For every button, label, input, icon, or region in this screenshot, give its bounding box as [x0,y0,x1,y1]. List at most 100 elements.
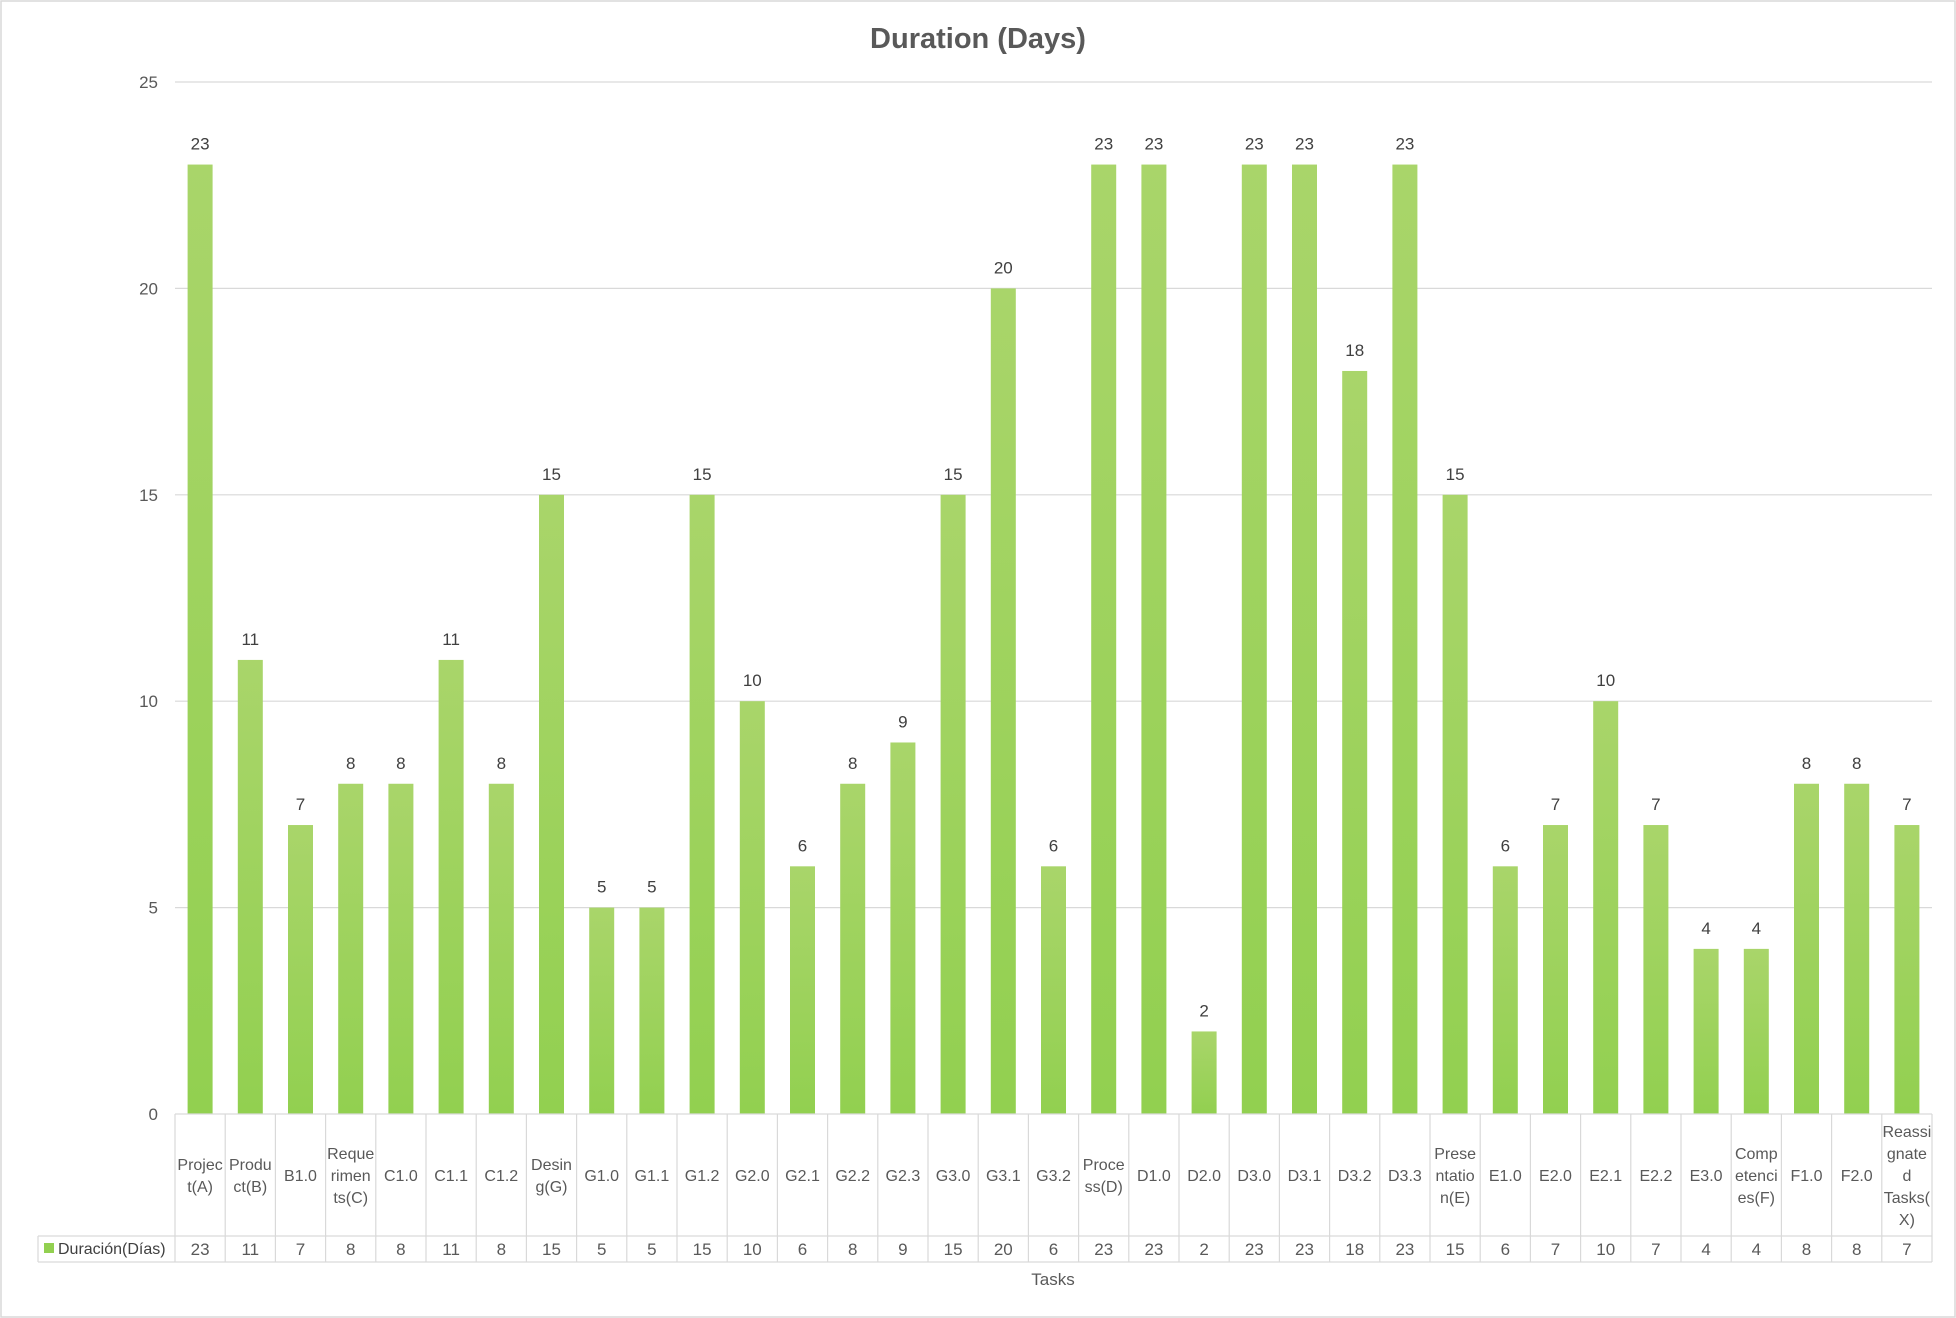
data-label: 10 [1596,671,1615,690]
category-label: D3.1 [1288,1168,1322,1185]
category-label: C1.1 [434,1168,468,1185]
y-tick-label: 0 [149,1105,158,1124]
y-tick-label: 5 [149,899,158,918]
table-value: 8 [848,1240,857,1259]
category-label: gnate [1887,1146,1927,1163]
table-value: 7 [1902,1240,1911,1259]
data-label: 8 [346,754,355,773]
bar [940,494,966,1114]
bar [1844,783,1870,1114]
bar [288,825,313,1114]
bar [1392,164,1418,1114]
table-value: 15 [542,1240,561,1259]
bar [338,783,364,1114]
bar [1191,1031,1217,1114]
y-tick-label: 15 [139,486,158,505]
table-value: 23 [1295,1240,1314,1259]
bar [990,288,1016,1114]
bar [1141,164,1167,1114]
data-label: 6 [798,836,807,855]
data-label: 2 [1199,1001,1208,1020]
bars [187,164,1920,1115]
bar [890,742,916,1114]
category-label: E2.2 [1639,1168,1672,1185]
table-value: 20 [994,1240,1013,1259]
data-labels: 23 11 7 8 8 11 8 15 5 5 15 10 6 8 9 15 20 6 23 23 2 23 23 18 23 1… [191,135,1912,1021]
table-value: 6 [798,1240,807,1259]
table-value: 10 [743,1240,762,1259]
data-label: 7 [1551,795,1560,814]
table-value: 7 [296,1240,305,1259]
legend-swatch [44,1243,54,1253]
bar [488,783,514,1114]
bar [689,494,715,1114]
legend-series-name: Duración(Días) [58,1241,166,1258]
bar [1693,948,1719,1114]
data-label: 10 [743,671,762,690]
bar [1894,825,1920,1114]
category-label: ct(B) [233,1179,267,1196]
bar [1593,701,1619,1114]
table-value: 8 [346,1240,355,1259]
data-label: 11 [442,630,460,649]
bar [1292,164,1317,1114]
data-label: 4 [1701,919,1710,938]
data-label: 23 [1395,135,1414,154]
table-value: 23 [1094,1240,1113,1259]
data-label: 15 [1446,465,1465,484]
bar [1543,825,1568,1114]
table-value: 9 [898,1240,907,1259]
table-value: 8 [1802,1240,1811,1259]
table-value: 2 [1199,1240,1208,1259]
category-label: es(F) [1738,1190,1775,1207]
y-axis-ticks: 0 5 10 15 20 25 [139,73,158,1124]
table-value: 11 [442,1240,460,1259]
table-value: 6 [1501,1240,1510,1259]
table-value: 11 [241,1240,259,1259]
data-label: 23 [1144,135,1163,154]
bar [187,164,213,1114]
bar [790,866,815,1114]
bar [1794,783,1819,1114]
category-label: t(A) [187,1179,213,1196]
category-label: D3.3 [1388,1168,1422,1185]
category-label: G3.0 [936,1168,971,1185]
data-label: 6 [1501,836,1510,855]
gridlines [175,81,1932,909]
category-label: Prese [1434,1146,1476,1163]
category-label: G2.2 [835,1168,870,1185]
x-axis-label: Tasks [1031,1270,1074,1289]
table-value: 15 [1446,1240,1465,1259]
bar [388,783,414,1114]
category-label: E2.0 [1539,1168,1572,1185]
table-value: 23 [1245,1240,1264,1259]
category-label: E2.1 [1589,1168,1622,1185]
table-value: 4 [1752,1240,1761,1259]
category-label: D1.0 [1137,1168,1171,1185]
category-label: Desin [531,1157,572,1174]
data-label: 4 [1752,919,1761,938]
category-label: G3.2 [1036,1168,1071,1185]
category-label: F2.0 [1841,1168,1873,1185]
category-label: B1.0 [284,1168,317,1185]
data-label: 9 [898,712,907,731]
category-label: D2.0 [1187,1168,1221,1185]
data-label: 18 [1345,341,1364,360]
bar [1492,866,1518,1114]
category-label: d [1902,1168,1911,1185]
category-label: D3.2 [1338,1168,1372,1185]
category-label: G1.0 [584,1168,619,1185]
table-value: 4 [1701,1240,1710,1259]
bar [1241,164,1267,1114]
table-value: 8 [497,1240,506,1259]
category-label: G3.1 [986,1168,1021,1185]
y-tick-label: 20 [139,279,158,298]
data-label: 23 [1245,135,1264,154]
category-label: E1.0 [1489,1168,1522,1185]
data-label: 15 [693,465,712,484]
category-label: Reassi [1882,1124,1931,1141]
category-label: E3.0 [1690,1168,1723,1185]
